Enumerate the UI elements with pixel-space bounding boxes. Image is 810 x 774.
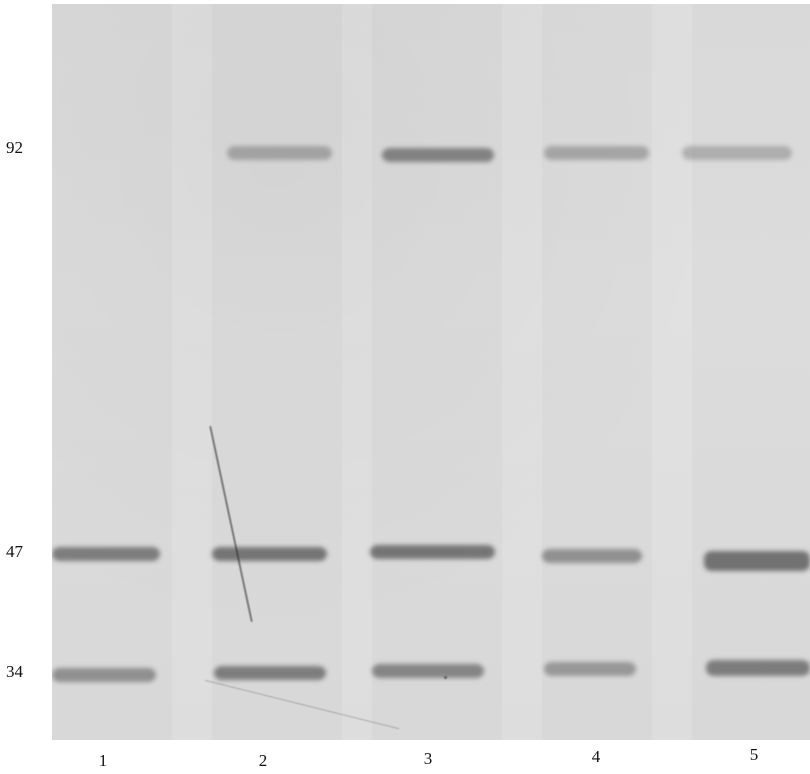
lane-3-track — [372, 4, 502, 740]
band-lane4-47 — [542, 549, 642, 563]
band-lane1-34 — [52, 668, 156, 682]
band-lane1-47 — [52, 547, 160, 561]
lane-5-track — [692, 4, 810, 740]
band-lane2-92 — [227, 146, 332, 160]
band-lane5-92 — [682, 146, 792, 160]
lane-label-2: 2 — [258, 751, 268, 770]
band-lane3-92 — [382, 148, 494, 162]
lane-label-4: 4 — [591, 747, 601, 766]
band-lane2-47 — [212, 547, 327, 561]
band-lane4-34 — [544, 662, 636, 676]
lane-4-track — [542, 4, 652, 740]
marker-label-47: 47 — [6, 542, 23, 561]
gel-image — [52, 4, 810, 740]
band-lane4-92 — [544, 146, 649, 160]
lane-label-5: 5 — [749, 745, 759, 764]
lane-label-1: 1 — [98, 751, 108, 770]
band-lane3-47 — [370, 545, 495, 559]
dust-speck — [444, 676, 447, 679]
band-lane3-34 — [372, 664, 484, 678]
band-lane2-34 — [214, 666, 326, 680]
marker-label-92: 92 — [6, 138, 23, 157]
band-lane5-34 — [706, 660, 810, 676]
lane-1-track — [52, 4, 172, 740]
lane-label-3: 3 — [423, 749, 433, 768]
marker-label-34: 34 — [6, 662, 23, 681]
band-lane5-47 — [704, 551, 810, 571]
lane-2-track — [212, 4, 342, 740]
